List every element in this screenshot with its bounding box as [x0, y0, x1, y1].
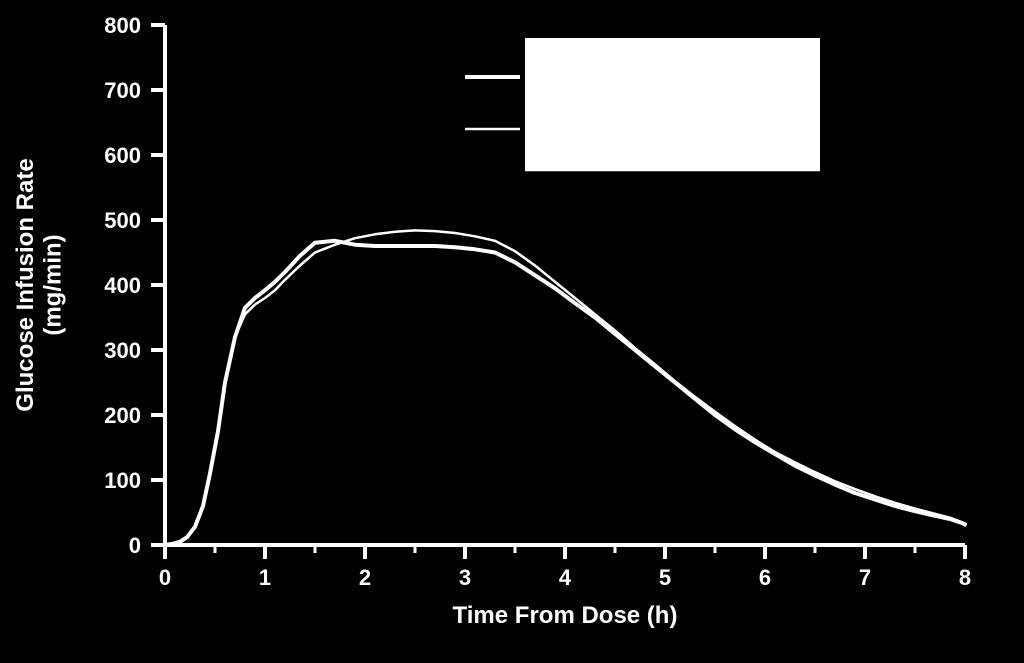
y-tick-label: 800 — [104, 13, 141, 38]
x-tick-label: 6 — [759, 565, 771, 590]
y-tick-label: 300 — [104, 338, 141, 363]
chart-bg — [0, 0, 1024, 663]
x-tick-label: 4 — [559, 565, 572, 590]
gir-line-chart: 0100200300400500600700800012345678Glucos… — [0, 0, 1024, 663]
x-tick-label: 0 — [159, 565, 171, 590]
x-axis-label: Time From Dose (h) — [453, 602, 678, 629]
legend-box — [525, 38, 820, 171]
y-tick-label: 400 — [104, 273, 141, 298]
y-tick-label: 700 — [104, 78, 141, 103]
y-tick-label: 100 — [104, 468, 141, 493]
x-tick-label: 7 — [859, 565, 871, 590]
x-tick-label: 8 — [959, 565, 971, 590]
x-tick-label: 5 — [659, 565, 671, 590]
x-tick-label: 3 — [459, 565, 471, 590]
x-tick-label: 2 — [359, 565, 371, 590]
y-tick-label: 500 — [104, 208, 141, 233]
y-tick-label: 200 — [104, 403, 141, 428]
x-tick-label: 1 — [259, 565, 271, 590]
y-tick-label: 600 — [104, 143, 141, 168]
y-tick-label: 0 — [129, 533, 141, 558]
